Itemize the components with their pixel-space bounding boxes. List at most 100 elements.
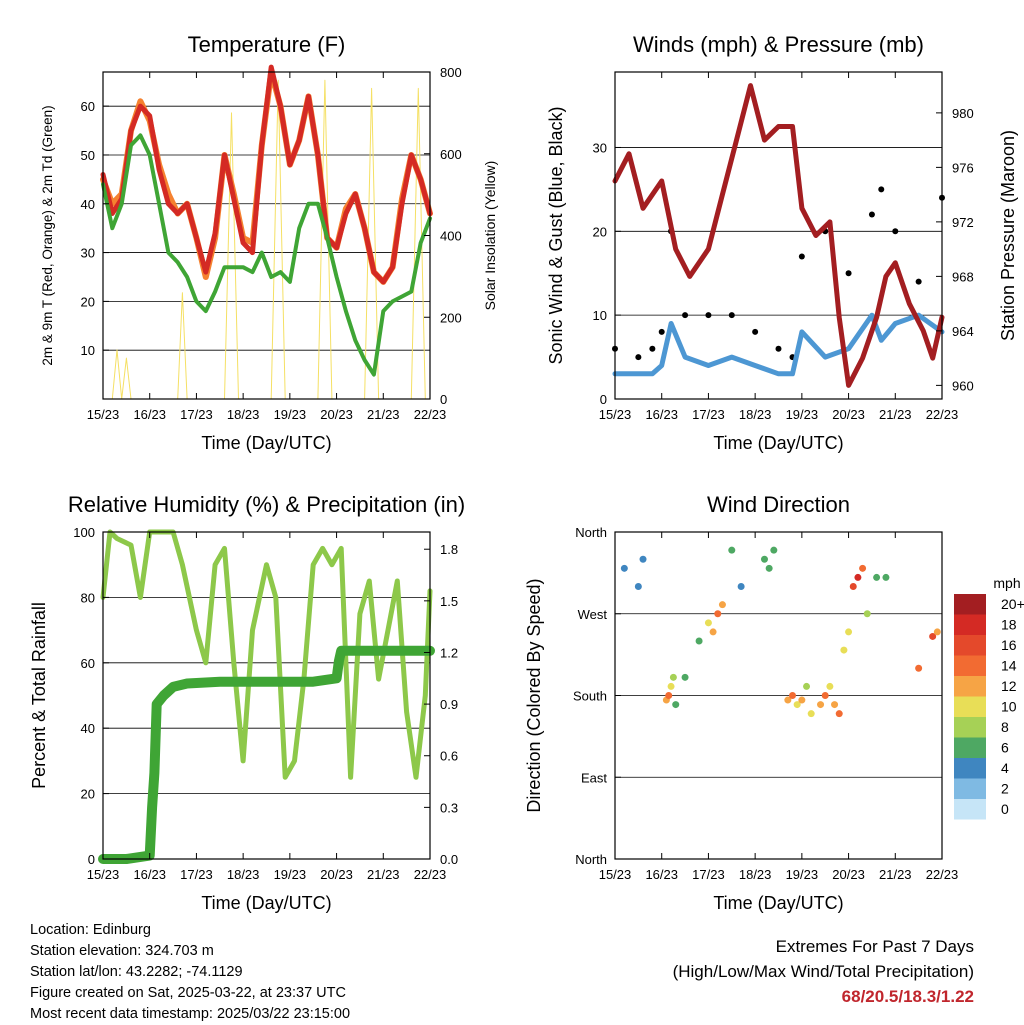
x-tick-label: 18/23 xyxy=(227,407,260,422)
y-axis-label: 2m & 9m T (Red, Orange) & 2m Td (Green) xyxy=(40,105,55,365)
direction-point xyxy=(929,632,937,640)
x-tick-label: 18/23 xyxy=(227,867,260,882)
y2-tick-label: 0.9 xyxy=(440,697,458,712)
direction-point xyxy=(718,601,726,609)
y-tick-label: 10 xyxy=(81,343,95,358)
y2-tick-label: 0.3 xyxy=(440,800,458,815)
y2-tick-label: 972 xyxy=(952,215,974,230)
legend-swatch xyxy=(954,655,986,676)
x-tick-label: 15/23 xyxy=(87,407,120,422)
x-tick-label: 22/23 xyxy=(414,407,447,422)
legend-label: 16 xyxy=(1001,637,1017,653)
legend-swatch xyxy=(954,696,986,717)
gust-point xyxy=(635,354,642,361)
x-tick-label: 21/23 xyxy=(879,867,912,882)
direction-point xyxy=(826,682,834,690)
legend-swatch xyxy=(954,758,986,779)
gust-point xyxy=(845,270,852,277)
chart-title: Winds (mph) & Pressure (mb) xyxy=(633,32,924,57)
extremes-title: Extremes For Past 7 Days xyxy=(775,937,974,956)
x-tick-label: 19/23 xyxy=(786,407,819,422)
y-tick-label: 20 xyxy=(593,224,607,239)
x-tick-label: 17/23 xyxy=(692,407,725,422)
y2-tick-label: 1.2 xyxy=(440,645,458,660)
gust-point xyxy=(752,328,759,335)
x-axis-label: Time (Day/UTC) xyxy=(713,433,843,453)
direction-point xyxy=(765,564,773,572)
direction-point xyxy=(817,701,825,709)
direction-point xyxy=(760,555,768,563)
latlon-text: Station lat/lon: 43.2282; -74.1129 xyxy=(30,964,243,980)
plot-frame xyxy=(102,531,431,860)
x-tick-label: 17/23 xyxy=(692,867,725,882)
y2-tick-label: 600 xyxy=(440,147,462,162)
x-tick-label: 17/23 xyxy=(180,407,213,422)
direction-point xyxy=(873,573,881,581)
direction-point xyxy=(737,583,745,590)
gust-point xyxy=(868,211,875,218)
legend-label: 4 xyxy=(1001,760,1009,776)
x-tick-label: 15/23 xyxy=(599,407,632,422)
legend-label: 10 xyxy=(1001,699,1017,715)
direction-point xyxy=(845,628,853,636)
extremes-box: Extremes For Past 7 Days (High/Low/Max W… xyxy=(673,934,974,1009)
y2-tick-label: 964 xyxy=(952,324,974,339)
pressure-line xyxy=(612,83,945,388)
x-tick-label: 16/23 xyxy=(133,407,166,422)
y2-tick-label: 0.6 xyxy=(440,749,458,764)
y-tick-label: 30 xyxy=(593,140,607,155)
direction-point xyxy=(807,710,815,718)
y2-tick-label: 960 xyxy=(952,378,974,393)
direction-point xyxy=(933,628,941,636)
y-tick-label: 10 xyxy=(593,308,607,323)
y-tick-label: South xyxy=(573,689,607,704)
gust-point xyxy=(798,253,805,260)
precip-line xyxy=(98,645,435,864)
x-tick-label: 18/23 xyxy=(739,867,772,882)
direction-point xyxy=(681,673,689,681)
direction-point xyxy=(667,682,675,690)
location-text: Location: Edinburg xyxy=(30,922,151,938)
wind-line xyxy=(612,312,945,377)
y-tick-label: 0 xyxy=(88,852,95,867)
direction-point xyxy=(803,682,811,690)
elevation-text: Station elevation: 324.703 m xyxy=(30,943,214,959)
x-tick-label: 20/23 xyxy=(832,867,865,882)
direction-point xyxy=(849,583,857,590)
x-tick-label: 19/23 xyxy=(274,407,307,422)
y-tick-label: 40 xyxy=(81,197,95,212)
y2-tick-label: 980 xyxy=(952,106,974,121)
legend-swatch xyxy=(954,778,986,799)
direction-point xyxy=(915,664,923,672)
y2-axis-label: Station Pressure (Maroon) xyxy=(998,130,1018,341)
gust-point xyxy=(915,278,922,285)
y-tick-label: 100 xyxy=(73,525,95,540)
station-info: Location: Edinburg Station elevation: 32… xyxy=(30,920,350,1025)
legend-swatch xyxy=(954,676,986,697)
legend-label: 8 xyxy=(1001,719,1009,735)
extremes-subtitle: (High/Low/Max Wind/Total Precipitation) xyxy=(672,962,974,981)
y-tick-label: North xyxy=(575,525,607,540)
legend-swatch xyxy=(954,717,986,738)
y-tick-label: 30 xyxy=(81,246,95,261)
temp-2m-line xyxy=(100,64,433,285)
y-axis-label: Sonic Wind & Gust (Blue, Black) xyxy=(546,106,566,364)
chart-title: Relative Humidity (%) & Precipitation (i… xyxy=(68,492,465,517)
dewpoint-line xyxy=(101,133,432,377)
direction-point xyxy=(835,710,843,718)
gust-point xyxy=(649,345,656,352)
chart-title: Wind Direction xyxy=(707,492,850,517)
x-axis-label: Time (Day/UTC) xyxy=(201,893,331,913)
gust-point xyxy=(682,312,689,319)
y2-tick-label: 400 xyxy=(440,229,462,244)
x-tick-label: 15/23 xyxy=(599,867,632,882)
y-tick-label: 20 xyxy=(81,294,95,309)
x-tick-label: 17/23 xyxy=(180,867,213,882)
x-tick-label: 19/23 xyxy=(786,867,819,882)
y-tick-label: North xyxy=(575,852,607,867)
direction-point xyxy=(714,610,722,618)
legend-label: 20+ xyxy=(1001,596,1024,612)
y2-tick-label: 800 xyxy=(440,65,462,80)
y2-tick-label: 1.5 xyxy=(440,594,458,609)
